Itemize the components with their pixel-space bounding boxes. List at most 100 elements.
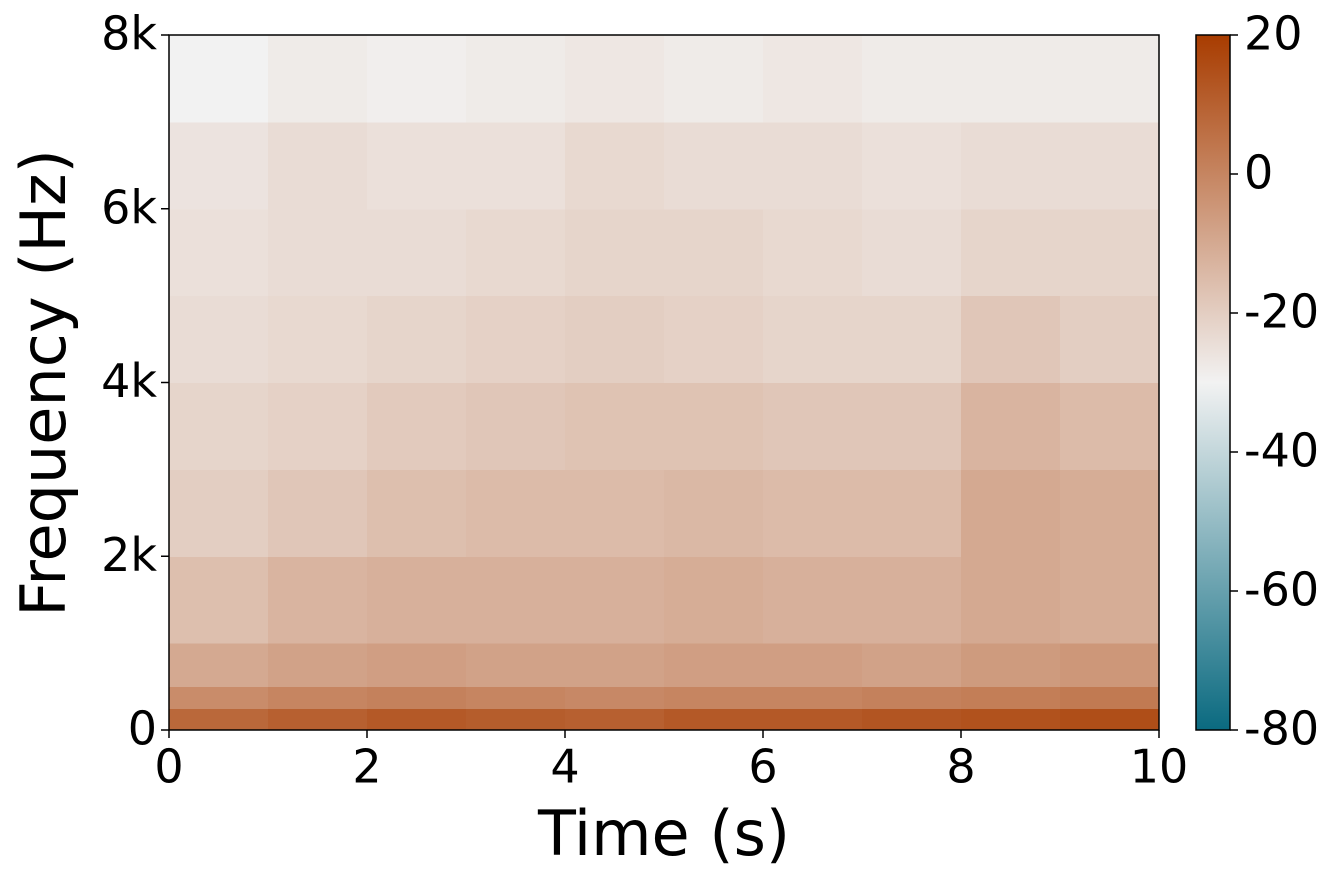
heatmap-cell [862,382,962,470]
heatmap-cell [763,121,863,210]
x-tick-label: 4 [550,740,579,794]
heatmap-cell [763,686,863,709]
heatmap-cell [565,708,665,731]
heatmap-cell [1060,686,1160,709]
heatmap-cell [862,121,962,210]
heatmap-cell [664,382,764,470]
heatmap-cell [268,382,368,470]
heatmap-cell [862,35,962,123]
heatmap-cell [268,686,368,709]
heatmap-cell [763,208,863,297]
x-tick-label: 0 [154,740,183,794]
colorbar-tick-label: -60 [1244,563,1319,617]
heatmap-cell [367,556,467,644]
heatmap-cell [466,295,566,383]
heatmap-cell [565,686,665,709]
heatmap-cell [268,121,368,210]
heatmap-cell [1060,382,1160,470]
heatmap-cell [763,556,863,644]
heatmap-cell [565,469,665,557]
heatmap-cell [466,708,566,731]
colorbar-tick-label: 0 [1244,146,1273,200]
heatmap-cell [565,35,665,123]
heatmap-cell [961,686,1061,709]
heatmap-cell [367,35,467,123]
heatmap-cell [466,643,566,688]
heatmap-cell [565,556,665,644]
heatmap-cell [268,35,368,123]
heatmap-cell [268,469,368,557]
heatmap-cell [1060,643,1160,688]
heatmap-cell [961,295,1061,383]
heatmap-cell [565,295,665,383]
heatmap-cell [961,556,1061,644]
heatmap-cell [961,121,1061,210]
heatmap-cell [367,686,467,709]
heatmap-cell [169,208,269,297]
heatmap-cell [466,556,566,644]
heatmap-cell [169,35,269,123]
heatmap-cell [1060,208,1160,297]
y-tick-label: 8k [101,7,157,61]
heatmap-cell [565,382,665,470]
heatmap-cell [565,121,665,210]
heatmap-cell [664,686,764,709]
heatmap-cell [862,686,962,709]
heatmap-cell [466,686,566,709]
heatmap-cell [268,208,368,297]
heatmap-cell [1060,35,1160,123]
heatmap-cell [169,469,269,557]
heatmap-cell [862,556,962,644]
x-tick-label: 2 [352,740,381,794]
heatmap-cell [961,643,1061,688]
heatmap-cell [1060,121,1160,210]
colorbar [1195,34,1231,731]
heatmap-cell [664,708,764,731]
heatmap-cell [664,121,764,210]
heatmap-cell [169,708,269,731]
heatmap-cell [565,643,665,688]
heatmap-cell [664,35,764,123]
heatmap-cell [862,469,962,557]
heatmap-cell [466,208,566,297]
x-axis-label: Time (s) [537,797,790,870]
heatmap-cell [763,708,863,731]
heatmap-cell [367,121,467,210]
heatmap-cell [763,35,863,123]
heatmap-cell [367,295,467,383]
colorbar-tick-label: 20 [1244,7,1303,61]
heatmap-cell [763,382,863,470]
heatmap-cell [1060,708,1160,731]
heatmap-cell [367,643,467,688]
heatmap-cell [961,382,1061,470]
heatmap-cell [169,382,269,470]
y-tick-label: 6k [101,180,157,234]
heatmap-cell [664,208,764,297]
heatmap-cell [1060,469,1160,557]
heatmap-cell [664,295,764,383]
heatmap-cell [763,643,863,688]
y-tick-label: 0 [128,702,157,756]
heatmap-cell [169,643,269,688]
heatmap-cell [664,643,764,688]
heatmap-cell [664,469,764,557]
heatmap-cell [763,469,863,557]
heatmap-cell [169,121,269,210]
heatmap-cell [961,469,1061,557]
heatmap-cell [466,121,566,210]
heatmap-cell [664,556,764,644]
heatmap-cell [1060,295,1160,383]
heatmap-cell [1060,556,1160,644]
heatmap-cell [862,708,962,731]
heatmap-cell [268,708,368,731]
heatmap-cell [961,208,1061,297]
heatmap-cell [268,556,368,644]
heatmap-cell [169,556,269,644]
y-tick-label: 2k [101,528,157,582]
heatmap-cell [367,469,467,557]
heatmap-cell [169,295,269,383]
heatmap-cell [763,295,863,383]
heatmap-cell [466,469,566,557]
heatmap-cell [862,295,962,383]
